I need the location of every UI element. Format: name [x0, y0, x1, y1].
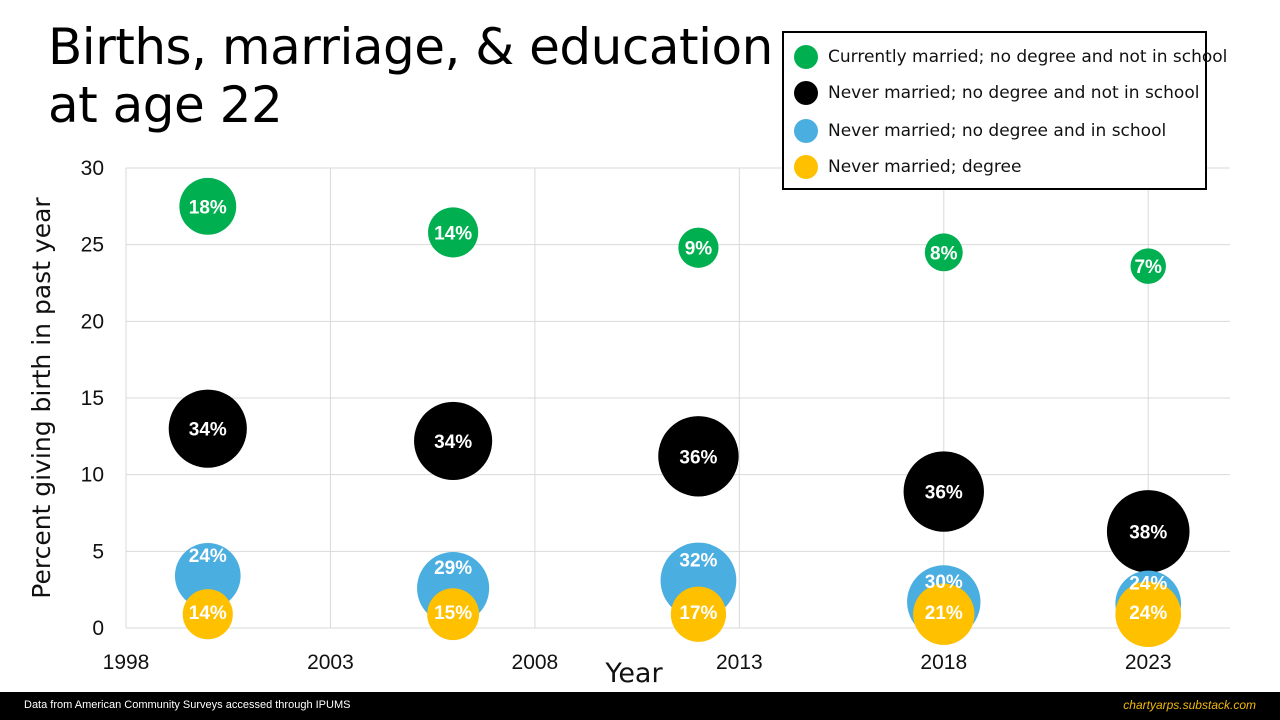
- x-axis-label: Year: [604, 658, 663, 689]
- footer-site-link[interactable]: chartyarps.substack.com: [1123, 698, 1256, 712]
- legend-item-never-married-degree: Never married; degree: [794, 154, 1021, 180]
- bubble-series-0: [428, 207, 479, 258]
- legend-swatch-never-married-not-in-school: [794, 81, 818, 105]
- legend-swatch-never-married-degree: [794, 155, 818, 179]
- x-tick-label: 2023: [1125, 651, 1172, 674]
- bubble-series-0: [1130, 248, 1166, 284]
- bubble-series-3: [182, 589, 233, 640]
- bubble-data-label: 8%: [930, 243, 958, 264]
- bubble-series-0: [924, 233, 963, 272]
- bubble-series-3: [913, 583, 975, 645]
- bubble-data-label: 34%: [434, 432, 472, 453]
- y-tick-label: 15: [81, 387, 104, 410]
- chart-title-line-1: Births, marriage, & education: [48, 18, 773, 76]
- chart-title-line-2: at age 22: [48, 76, 283, 134]
- x-tick-label: 2008: [512, 651, 559, 674]
- chart-legend: Currently married; no degree and not in …: [782, 31, 1227, 190]
- y-tick-label: 25: [81, 234, 104, 257]
- legend-label-never-married-in-school: Never married; no degree and in school: [828, 121, 1167, 141]
- bubble-data-label: 30%: [925, 572, 963, 593]
- bubble-data-label: 32%: [679, 550, 717, 571]
- bubble-data-label: 24%: [1129, 603, 1167, 624]
- x-tick-label: 2013: [716, 651, 763, 674]
- bubble-series-3: [1115, 581, 1182, 648]
- bubble-data-label: 7%: [1134, 257, 1162, 278]
- bubble-data-label: 38%: [1129, 522, 1167, 543]
- legend-swatch-married-no-degree: [794, 45, 818, 69]
- chart-title: Births, marriage, & education at age 22: [48, 18, 773, 134]
- bubble-series-1: [414, 401, 493, 481]
- bubble-data-label: 24%: [1129, 573, 1167, 594]
- bubble-data-label: 15%: [434, 603, 472, 624]
- bubble-series-1: [1106, 490, 1190, 573]
- footer-bar: Data from American Community Surveys acc…: [0, 692, 1280, 720]
- bubble-data-label: 24%: [189, 546, 227, 567]
- legend-label-married-no-degree: Currently married; no degree and not in …: [828, 47, 1228, 67]
- legend-label-never-married-degree: Never married; degree: [828, 157, 1022, 177]
- legend-item-never-married-in-school: Never married; no degree and in school: [794, 118, 1166, 144]
- x-tick-label: 2003: [307, 651, 354, 674]
- x-tick-label: 1998: [103, 651, 150, 674]
- bubble-series-3: [670, 586, 727, 642]
- bubble-data-label: 14%: [434, 223, 472, 244]
- x-tick-label: 2018: [920, 651, 967, 674]
- bubble-data-label: 34%: [189, 420, 227, 441]
- bubble-series-3: [427, 588, 480, 641]
- y-tick-label: 30: [81, 157, 104, 180]
- bubble-data-label: 9%: [685, 239, 713, 260]
- bubble-series-2: [174, 543, 241, 609]
- bubble-series-0: [678, 227, 719, 268]
- bubble-data-label: 29%: [434, 558, 472, 579]
- y-axis-label: Percent giving birth in past year: [27, 197, 56, 599]
- bubble-series-1: [168, 389, 247, 468]
- legend-swatch-never-married-in-school: [794, 119, 818, 143]
- bubble-series-1: [658, 416, 739, 497]
- bubble-data-label: 21%: [925, 603, 963, 624]
- legend-item-married-no-degree: Currently married; no degree and not in …: [794, 44, 1227, 70]
- bubble-data-label: 14%: [189, 603, 227, 624]
- bubble-series-0: [179, 177, 237, 235]
- legend-item-never-married-not-in-school: Never married; no degree and not in scho…: [794, 80, 1199, 106]
- bubble-series-1: [903, 451, 984, 532]
- bubble-chart: 0 5 10 15 20 25 30 1998 2003 2008 2013 2018 2023 Year…: [27, 157, 1230, 689]
- legend-label-never-married-not-in-school: Never married; no degree and not in scho…: [828, 83, 1200, 103]
- bubble-data-label: 36%: [925, 483, 963, 504]
- y-tick-label: 20: [81, 310, 104, 333]
- bubble-data-label: 17%: [679, 603, 717, 624]
- y-tick-label: 5: [92, 540, 104, 563]
- y-tick-label: 0: [92, 617, 104, 640]
- bubble-data-label: 18%: [189, 197, 227, 218]
- footer-source: Data from American Community Surveys acc…: [24, 699, 351, 711]
- bubble-data-label: 36%: [679, 447, 717, 468]
- y-tick-label: 10: [81, 464, 104, 487]
